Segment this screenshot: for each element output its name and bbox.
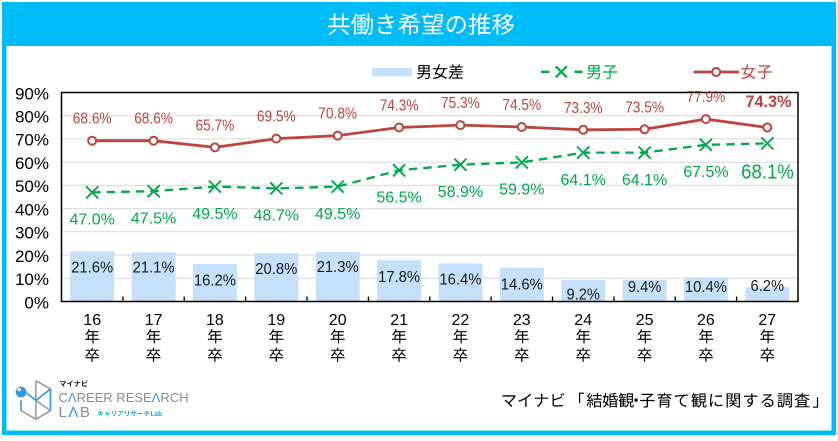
svg-text:74.3%: 74.3% xyxy=(380,98,419,115)
svg-text:68.6%: 68.6% xyxy=(73,111,112,128)
svg-text:56.5%: 56.5% xyxy=(376,190,421,207)
svg-text:73.3%: 73.3% xyxy=(564,100,603,117)
svg-text:47.5%: 47.5% xyxy=(131,211,176,228)
svg-text:14.6%: 14.6% xyxy=(501,277,543,294)
svg-text:6.2%: 6.2% xyxy=(751,278,785,295)
svg-text:48.7%: 48.7% xyxy=(254,208,299,225)
svg-text:0%: 0% xyxy=(24,293,49,312)
svg-text:23: 23 xyxy=(513,312,531,329)
svg-text:10%: 10% xyxy=(15,270,49,289)
svg-text:9.4%: 9.4% xyxy=(628,279,662,296)
svg-text:26: 26 xyxy=(697,312,715,329)
svg-text:9.2%: 9.2% xyxy=(566,286,600,303)
svg-text:16: 16 xyxy=(83,312,101,329)
svg-text:80%: 80% xyxy=(15,108,49,127)
svg-text:21.6%: 21.6% xyxy=(71,260,113,277)
svg-text:77.9%: 77.9% xyxy=(687,89,726,106)
svg-text:19: 19 xyxy=(267,312,285,329)
svg-text:60%: 60% xyxy=(15,154,49,173)
svg-text:22: 22 xyxy=(452,312,470,329)
svg-text:24: 24 xyxy=(574,312,592,329)
svg-text:59.9%: 59.9% xyxy=(499,182,544,199)
svg-text:18: 18 xyxy=(206,312,224,329)
svg-text:74.5%: 74.5% xyxy=(502,97,541,114)
svg-text:21.3%: 21.3% xyxy=(317,259,359,276)
svg-text:30%: 30% xyxy=(15,224,49,243)
svg-text:69.5%: 69.5% xyxy=(257,109,296,126)
svg-text:64.1%: 64.1% xyxy=(561,172,606,189)
svg-text:17.8%: 17.8% xyxy=(378,269,420,286)
svg-text:16.4%: 16.4% xyxy=(439,272,481,289)
svg-text:68.1%: 68.1% xyxy=(741,162,794,184)
svg-text:74.3%: 74.3% xyxy=(746,92,792,111)
svg-text:65.7%: 65.7% xyxy=(196,117,235,134)
svg-text:20: 20 xyxy=(329,312,347,329)
svg-text:68.6%: 68.6% xyxy=(134,111,173,128)
svg-text:58.9%: 58.9% xyxy=(438,184,483,201)
svg-text:90%: 90% xyxy=(15,84,49,103)
svg-text:17: 17 xyxy=(145,312,163,329)
svg-text:20%: 20% xyxy=(15,247,49,266)
svg-text:CΛREER RESEΛRCH: CΛREER RESEΛRCH xyxy=(59,390,189,405)
svg-text:40%: 40% xyxy=(15,200,49,219)
svg-text:27: 27 xyxy=(758,312,776,329)
svg-text:73.5%: 73.5% xyxy=(625,99,664,116)
svg-text:10.4%: 10.4% xyxy=(685,279,727,296)
svg-text:16.2%: 16.2% xyxy=(194,272,236,289)
svg-text:49.5%: 49.5% xyxy=(315,206,360,223)
svg-text:47.0%: 47.0% xyxy=(70,212,115,229)
svg-text:20.8%: 20.8% xyxy=(255,261,297,278)
svg-text:70.8%: 70.8% xyxy=(318,106,357,123)
svg-text:21: 21 xyxy=(390,312,408,329)
svg-text:21.1%: 21.1% xyxy=(133,259,175,276)
svg-text:75.3%: 75.3% xyxy=(441,95,480,112)
svg-text:25: 25 xyxy=(636,312,654,329)
svg-text:LΛB: LΛB xyxy=(59,404,92,421)
svg-text:64.1%: 64.1% xyxy=(622,172,667,189)
svg-text:49.5%: 49.5% xyxy=(192,206,237,223)
svg-text:67.5%: 67.5% xyxy=(683,164,728,181)
svg-text:50%: 50% xyxy=(15,177,49,196)
svg-text:70%: 70% xyxy=(15,131,49,150)
